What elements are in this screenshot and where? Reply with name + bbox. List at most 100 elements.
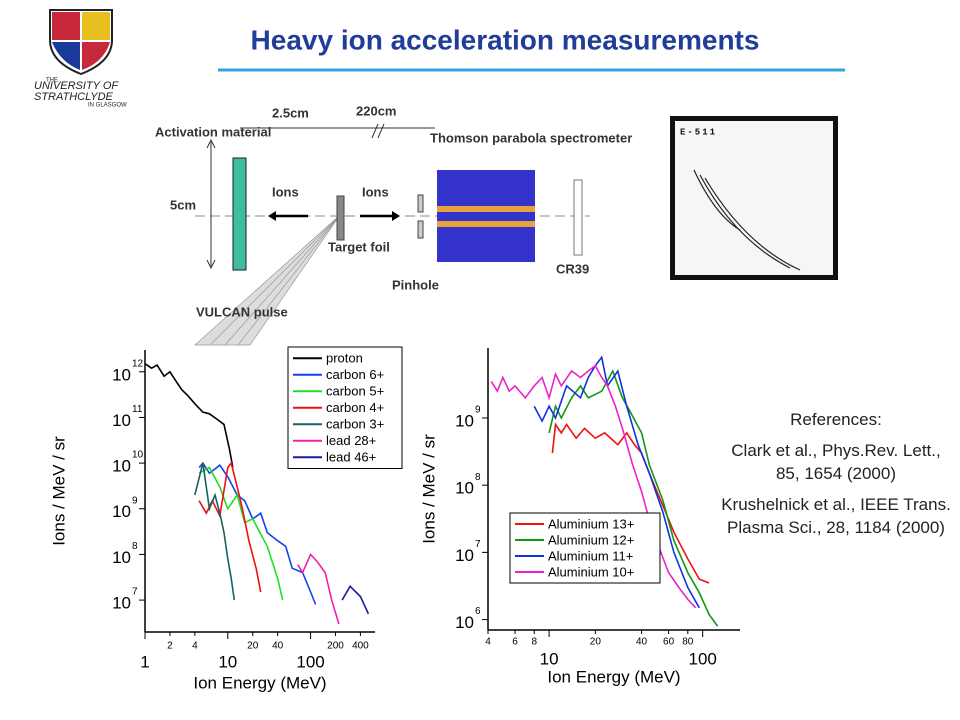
crest-part: [52, 42, 80, 70]
x-tick-label: 400: [352, 641, 369, 652]
y-tick-label: 10: [455, 479, 474, 498]
legend-label: carbon 6+: [326, 367, 384, 382]
series-line: [551, 422, 710, 584]
diagram-label: 5cm: [170, 197, 196, 212]
series-line: [341, 585, 370, 615]
y-tick-label: 10: [455, 411, 474, 430]
x-tick-label: 4: [192, 641, 198, 652]
y-tick-exponent: 8: [132, 541, 138, 552]
y-tick-exponent: 9: [475, 405, 481, 416]
diagram-label: CR39: [556, 261, 589, 276]
y-tick-label: 10: [455, 546, 474, 565]
series-line: [548, 369, 719, 627]
diagram-label: Activation material: [155, 124, 271, 139]
crest-part: [52, 12, 80, 40]
legend-label: proton: [326, 351, 363, 366]
spectrometer-plate: [437, 206, 535, 212]
spectrometer: [437, 170, 535, 262]
arrow-head: [392, 211, 400, 221]
x-tick-label: 200: [327, 641, 344, 652]
series-line: [198, 466, 284, 601]
x-tick-label: 20: [247, 641, 259, 652]
diagram-label: Ions: [272, 184, 299, 199]
references-heading: References:: [790, 410, 882, 429]
y-tick-label: 10: [112, 594, 131, 613]
series-line: [144, 363, 234, 468]
series-line: [198, 461, 317, 605]
x-tick-label: 60: [663, 637, 675, 648]
arrow-head: [268, 211, 276, 221]
y-axis-title: Ions / MeV / sr: [49, 436, 68, 546]
logo-text: IN GLASGOW: [88, 103, 127, 109]
logo-text: STRATHCLYDE: [34, 91, 114, 103]
x-tick-label: 40: [636, 637, 648, 648]
x-tick-label: 40: [272, 641, 284, 652]
laser-ray: [237, 214, 341, 346]
x-axis-title: Ion Energy (MeV): [193, 673, 326, 692]
track-image: [675, 121, 833, 275]
image-label: E-511: [680, 127, 717, 137]
x-tick-label: 10: [540, 649, 559, 668]
ion-track: [693, 169, 801, 271]
x-tick-label: 10: [218, 652, 237, 671]
laser-ray: [209, 214, 341, 346]
y-tick-exponent: 6: [475, 606, 481, 617]
y-tick-exponent: 7: [132, 587, 138, 598]
setup-diagram: Activation material 2.5cm 220cm Thomson …: [155, 103, 838, 346]
x-tick-label: 6: [512, 637, 518, 648]
crest-part: [82, 12, 110, 40]
legend-label: lead 46+: [326, 450, 376, 465]
y-tick-exponent: 12: [132, 358, 144, 369]
laser-ray: [224, 214, 341, 346]
pinhole-plate: [417, 220, 424, 239]
x-tick-label: 20: [590, 637, 602, 648]
y-tick-exponent: 11: [132, 404, 143, 415]
x-axis-title: Ion Energy (MeV): [547, 667, 680, 686]
x-tick-label: 80: [682, 637, 694, 648]
pinhole-plate: [417, 194, 424, 213]
diagram-label: Target foil: [328, 239, 390, 254]
logo-text: UNIVERSITY OF: [34, 80, 119, 92]
spectrometer-plate: [437, 221, 535, 227]
y-tick-label: 10: [112, 365, 131, 384]
y-axis-title: Ions / MeV / sr: [419, 434, 438, 544]
legend-label: carbon 5+: [326, 384, 384, 399]
diagram-label: VULCAN pulse: [196, 304, 288, 319]
y-tick-label: 10: [112, 411, 131, 430]
target-foil: [336, 195, 345, 241]
diagram-label: Thomson parabola spectrometer: [430, 130, 632, 145]
logo: THE UNIVERSITY OF STRATHCLYDE IN GLASGOW: [34, 9, 127, 109]
y-tick-label: 10: [112, 457, 131, 476]
x-tick-label: 2: [167, 641, 173, 652]
legend-label: carbon 3+: [326, 417, 384, 432]
arrow-head: [206, 138, 216, 270]
y-tick-exponent: 8: [475, 472, 481, 483]
reference: Clark et al., Phys.Rev. Lett., 85, 1654 …: [731, 441, 941, 483]
legend-label: lead 28+: [326, 433, 376, 448]
cr39-detector: [573, 179, 583, 256]
diagram-label: Ions: [362, 184, 389, 199]
series-line: [194, 462, 236, 601]
y-tick-exponent: 7: [475, 539, 481, 550]
y-tick-exponent: 10: [132, 450, 144, 461]
y-tick-label: 10: [112, 548, 131, 567]
legend-label: Aluminium 13+: [548, 516, 634, 531]
y-tick-exponent: 9: [132, 495, 138, 506]
crest-part: [82, 42, 110, 70]
legend-box: [287, 346, 403, 469]
series-line: [533, 355, 700, 609]
activation-stack: [232, 157, 247, 271]
legend-label: Aluminium 12+: [548, 532, 634, 547]
logo-text: THE: [46, 78, 58, 84]
y-tick-label: 10: [112, 502, 131, 521]
x-tick-label: 8: [531, 637, 537, 648]
references: References: Clark et al., Phys.Rev. Lett…: [718, 408, 954, 547]
laser-beam: [194, 214, 341, 346]
break-mark: [371, 123, 385, 139]
slide-title: Heavy ion acceleration measurements: [251, 24, 760, 55]
x-tick-label: 4: [485, 637, 491, 648]
diagram-label: 220cm: [356, 103, 396, 118]
diagram-label: 2.5cm: [272, 105, 309, 120]
